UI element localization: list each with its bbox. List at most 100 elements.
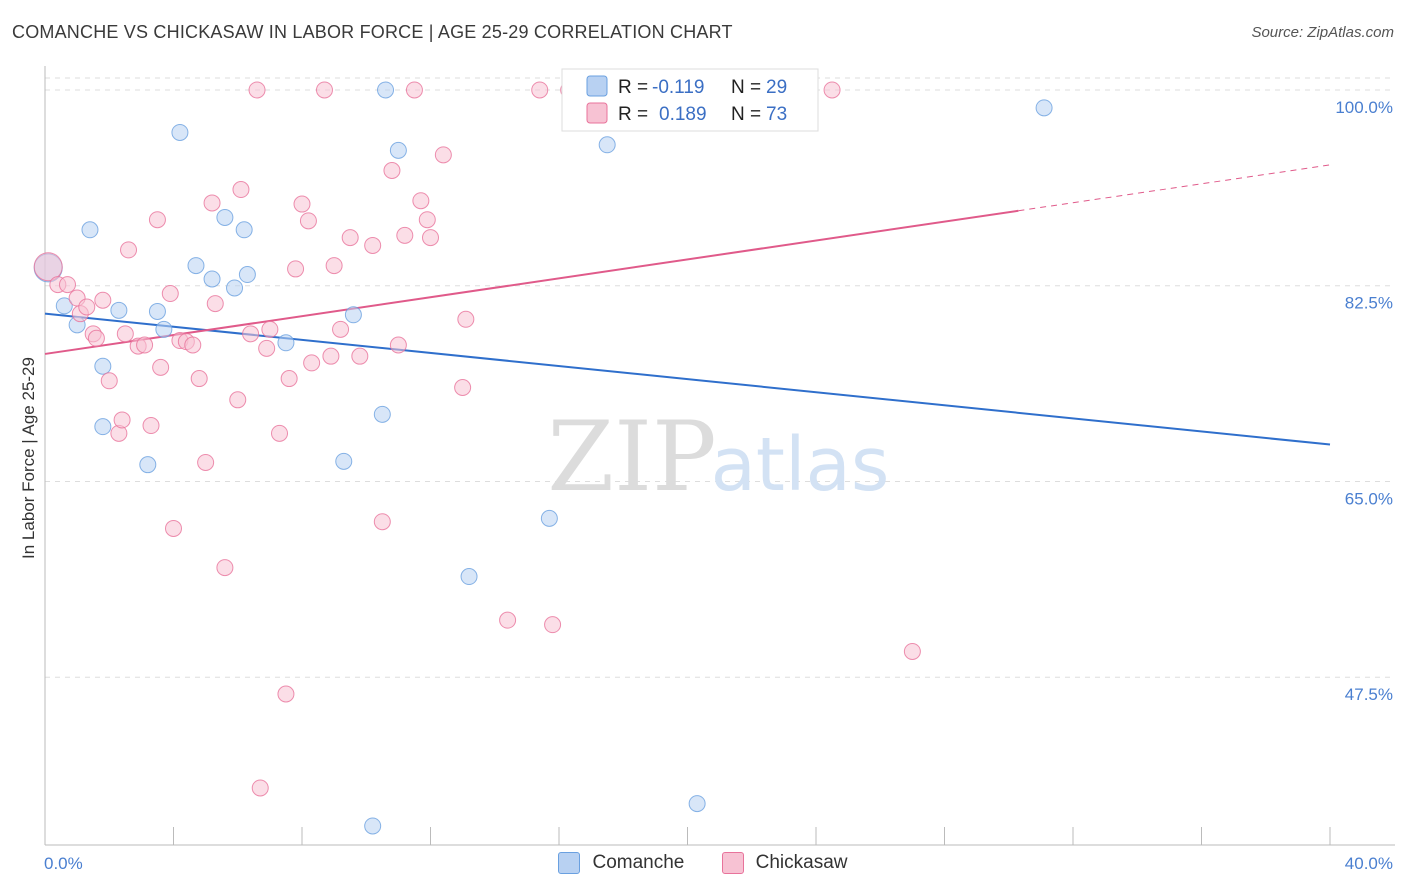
chickasaw-point-7: [87, 329, 105, 347]
chickasaw-point-42: [303, 354, 321, 372]
x-tick-label-0: 0.0%: [44, 854, 83, 873]
chickasaw-point-53: [396, 226, 414, 244]
chickasaw-point-36: [271, 424, 289, 442]
chickasaw-point-48: [351, 347, 369, 365]
chickasaw-point-19: [161, 285, 179, 303]
chickasaw-point-8: [94, 291, 112, 309]
comanche-point-28: [1035, 99, 1053, 117]
legend-r-value-comanche: -0.119: [652, 77, 704, 98]
series-chickasaw: [33, 81, 921, 797]
watermark: ZIP atlas: [547, 401, 889, 513]
source-credit: Source: ZipAtlas.com: [1251, 24, 1394, 41]
legend-n-label-comanche: N =: [731, 77, 761, 98]
series-comanche: [33, 81, 1053, 835]
comanche-point-21: [373, 405, 391, 423]
chickasaw-point-25: [197, 453, 215, 471]
chickasaw-point-26: [203, 194, 221, 212]
chickasaw-point-40: [293, 195, 311, 213]
comanche-point-18: [335, 452, 353, 470]
comanche-point-15: [235, 221, 253, 239]
comanche-point-6: [110, 301, 128, 319]
comanche-point-8: [148, 302, 166, 320]
bottom-legend: Comanche Chickasaw: [0, 852, 1406, 880]
chickasaw-point-17: [148, 211, 166, 229]
trend-lines: [44, 164, 1331, 446]
chickasaw-point-18: [152, 358, 170, 376]
chickasaw-point-44: [322, 347, 340, 365]
bottom-legend-chickasaw: Chickasaw: [721, 852, 848, 874]
chickasaw-point-59: [454, 379, 472, 397]
chickasaw-point-54: [405, 81, 423, 99]
legend-n-label-chickasaw: N =: [731, 104, 761, 125]
y-tick-label-0: 100.0%: [1335, 98, 1393, 117]
chickasaw-point-41: [299, 212, 317, 230]
chickasaw-point-46: [332, 320, 350, 338]
bottom-legend-label-comanche: Comanche: [592, 852, 685, 873]
legend-r-value-chickasaw: 0.189: [659, 104, 707, 125]
trend-line-chickasaw: [44, 209, 1019, 355]
comanche-point-9: [155, 320, 173, 338]
chickasaw-point-12: [116, 325, 134, 343]
bottom-legend-label-chickasaw: Chickasaw: [755, 852, 848, 873]
y-tick-label-1: 82.5%: [1345, 294, 1393, 313]
grid-lines: [45, 77, 1395, 678]
comanche-point-12: [203, 270, 221, 288]
chickasaw-point-60: [457, 310, 475, 328]
chickasaw-point-16: [142, 417, 160, 435]
comanche-point-3: [81, 221, 99, 239]
comanche-point-25: [540, 509, 558, 527]
legend-box: R = -0.119 N = 29 R = 0.189 N = 73: [561, 68, 819, 132]
comanche-point-10: [171, 123, 189, 141]
chickasaw-point-37: [277, 685, 295, 703]
comanche-point-23: [389, 141, 407, 159]
comanche-point-16: [238, 266, 256, 284]
chickasaw-point-28: [216, 559, 234, 577]
chickasaw-point-38: [280, 370, 298, 388]
comanche-point-11: [187, 257, 205, 275]
chickasaw-point-57: [422, 229, 439, 247]
comanche-point-13: [216, 208, 234, 226]
chart-title: COMANCHE VS CHICKASAW IN LABOR FORCE | A…: [12, 22, 733, 42]
axes: [44, 66, 1395, 846]
legend-r-label-comanche: R =: [618, 77, 648, 98]
chickasaw-point-47: [341, 229, 359, 247]
legend-r-label-chickasaw: R =: [618, 104, 648, 125]
legend-n-value-chickasaw: 73: [766, 104, 787, 125]
chickasaw-point-27: [206, 295, 224, 313]
chickasaw-point-13: [120, 241, 138, 259]
comanche-point-7: [139, 456, 157, 474]
chickasaw-point-58: [434, 146, 452, 164]
chickasaw-point-11: [113, 411, 131, 429]
legend-swatch-chickasaw: [586, 102, 608, 124]
comanche-point-27: [688, 795, 706, 813]
chickasaw-point-15: [136, 336, 154, 354]
chickasaw-point-50: [373, 513, 391, 531]
comanche-point-14: [226, 279, 244, 297]
chickasaw-point-24: [190, 370, 208, 388]
watermark-zip: ZIP: [547, 401, 716, 513]
chickasaw-point-52: [389, 336, 407, 354]
bottom-legend-swatch-comanche: [558, 852, 581, 874]
y-tick-label-2: 65.0%: [1345, 489, 1393, 508]
chickasaw-point-30: [232, 181, 250, 199]
chickasaw-point-45: [325, 257, 343, 275]
comanche-point-1: [55, 297, 73, 315]
chickasaw-point-33: [251, 779, 269, 797]
comanche-point-26: [598, 136, 616, 154]
chickasaw-point-5: [78, 298, 96, 316]
trend-line-comanche: [44, 312, 1331, 446]
chickasaw-point-56: [418, 211, 436, 229]
trend-line-chickasaw-extension: [1018, 164, 1331, 212]
bottom-legend-comanche: Comanche: [558, 852, 684, 874]
legend-swatch-comanche: [586, 75, 608, 97]
comanche-point-4: [94, 357, 112, 375]
data-points: [33, 81, 1053, 835]
chickasaw-point-61: [499, 611, 517, 629]
y-tick-label-3: 47.5%: [1345, 685, 1393, 704]
chickasaw-point-62: [531, 81, 549, 99]
chickasaw-point-55: [412, 192, 430, 210]
chickasaw-point-35: [261, 320, 279, 338]
y-axis-label: In Labor Force | Age 25-29: [19, 357, 38, 559]
chickasaw-point-34: [258, 339, 276, 357]
chickasaw-point-51: [383, 162, 401, 180]
